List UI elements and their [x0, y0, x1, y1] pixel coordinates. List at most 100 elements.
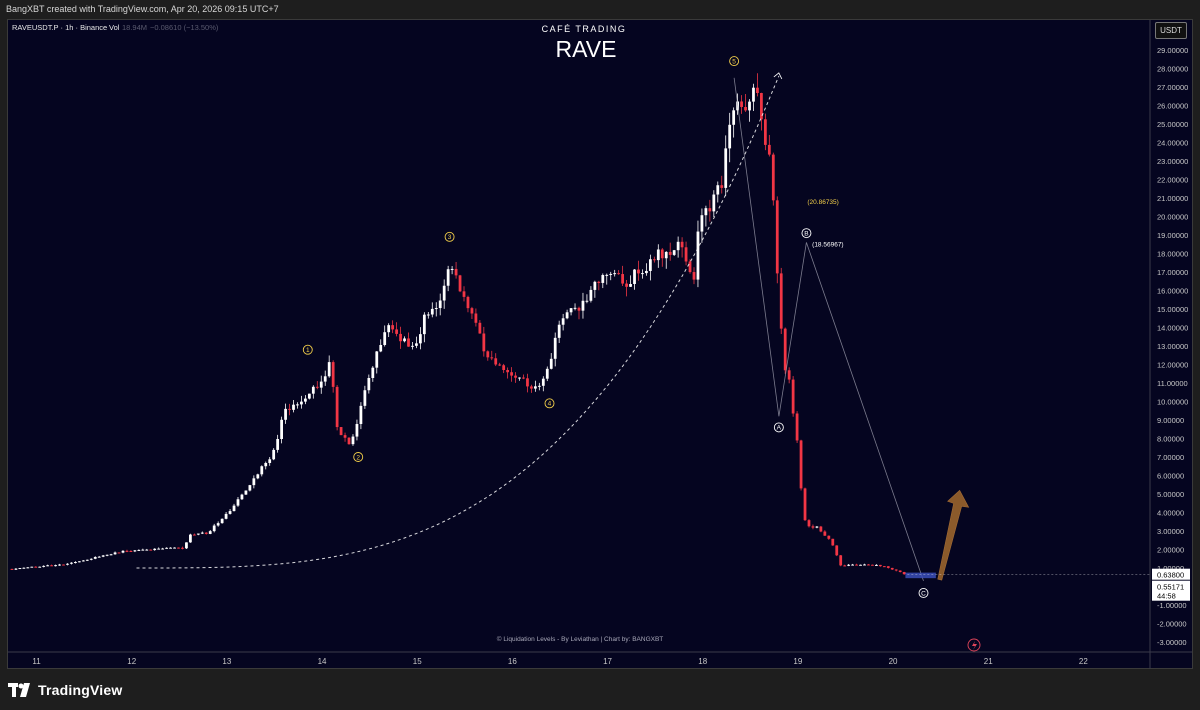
y-tick-label: 14.00000	[1157, 324, 1188, 333]
candle-body	[882, 566, 886, 568]
candle-body	[847, 564, 851, 566]
candle-body	[379, 344, 383, 352]
countdown-text: 44:58	[1157, 592, 1176, 601]
candle-body	[648, 259, 652, 271]
x-tick-label: 20	[889, 657, 898, 666]
candle-body	[641, 273, 644, 275]
bottom-bar	[0, 670, 1200, 710]
candle-body	[351, 436, 355, 445]
candle-body	[462, 291, 466, 297]
candle-body	[319, 381, 323, 388]
currency-button[interactable]: USDT	[1155, 22, 1187, 39]
candle-body	[387, 325, 391, 333]
candle-body	[601, 275, 605, 283]
wave-label-4: 4	[548, 401, 552, 408]
candle-body	[149, 549, 153, 551]
candle-body	[537, 385, 541, 387]
candle-body	[442, 285, 446, 301]
candle-body	[26, 567, 30, 569]
wave-label-b: B	[804, 230, 808, 237]
candle-body	[220, 518, 224, 524]
candle-body	[97, 556, 101, 558]
y-tick-label: 3.00000	[1157, 527, 1184, 536]
wave-label-1: 1	[306, 347, 310, 354]
candle-body	[38, 566, 42, 568]
candle-body	[240, 494, 244, 500]
wave-label-circle	[918, 588, 929, 598]
candle-body	[54, 565, 57, 567]
y-tick-label: 12.00000	[1157, 361, 1188, 370]
y-tick-label: 20.00000	[1157, 213, 1188, 222]
candle-body	[672, 250, 676, 255]
wave-label-circle	[801, 228, 812, 239]
candle-body	[502, 365, 506, 370]
candle-body	[228, 511, 232, 514]
candle-body	[177, 547, 180, 549]
candle-body	[482, 333, 486, 352]
candle-body	[637, 269, 640, 274]
tradingview-logo[interactable]: TradingView	[8, 681, 122, 699]
created-with-text: BangXBT created with TradingView.com, Ap…	[6, 4, 279, 14]
brand-coin-title: RAVE	[556, 36, 617, 62]
chart-pane[interactable]	[7, 19, 1193, 669]
candle-body	[169, 547, 172, 549]
candle-body	[585, 300, 589, 302]
candle-body	[339, 427, 343, 436]
candle-body	[335, 386, 339, 428]
candle-body	[779, 273, 783, 329]
candle-body	[347, 437, 351, 445]
candle-body	[875, 564, 878, 566]
candle-body	[708, 208, 712, 212]
candle-body	[359, 405, 363, 424]
candle-body	[85, 559, 89, 561]
wave-label-circle	[302, 344, 313, 355]
lightning-icon[interactable]	[967, 638, 981, 652]
lightning-bolt-icon	[972, 641, 977, 650]
candle-body	[109, 554, 113, 556]
candle-body	[407, 338, 410, 347]
candle-body	[573, 307, 577, 309]
x-tick-label: 16	[508, 657, 517, 666]
y-tick-label: 23.00000	[1157, 157, 1188, 166]
candle-body	[752, 87, 755, 102]
candle-body	[157, 548, 161, 550]
wave-label-2: 2	[356, 454, 360, 461]
candle-body	[458, 275, 462, 292]
candle-body	[30, 566, 34, 568]
candle-body	[292, 404, 295, 410]
candle-body	[200, 532, 204, 534]
candle-body	[700, 215, 704, 232]
candle-body	[411, 345, 414, 347]
y-tick-label: 15.00000	[1157, 305, 1188, 314]
candle-body	[823, 531, 827, 536]
candle-body	[415, 343, 418, 346]
candle-body	[621, 274, 625, 284]
candle-body	[153, 548, 157, 551]
candle-body	[189, 534, 192, 543]
candle-body	[395, 329, 398, 334]
y-tick-label: 22.00000	[1157, 176, 1188, 185]
candle-body	[236, 499, 240, 506]
y-tick-label: -2.00000	[1157, 620, 1187, 629]
candle-body	[315, 386, 319, 388]
y-tick-label: -1.00000	[1157, 601, 1187, 610]
candle-body	[208, 531, 212, 534]
candle-body	[760, 93, 763, 120]
candle-body	[70, 562, 73, 564]
y-tick-label: 27.00000	[1157, 83, 1188, 92]
wave-label-circle	[773, 422, 784, 433]
candle-body	[728, 124, 732, 149]
wave-label-circle	[544, 398, 555, 409]
candle-body	[890, 567, 894, 570]
candle-body	[161, 548, 165, 550]
candle-body	[692, 272, 696, 280]
candle-body	[855, 564, 858, 566]
candle-body	[561, 318, 565, 325]
candle-body	[304, 398, 307, 402]
candle-body	[272, 449, 276, 460]
top-bar: BangXBT created with TradingView.com, Ap…	[0, 0, 1200, 19]
candle-body	[300, 401, 303, 405]
candle-body	[645, 270, 648, 274]
candle-body	[867, 564, 870, 566]
